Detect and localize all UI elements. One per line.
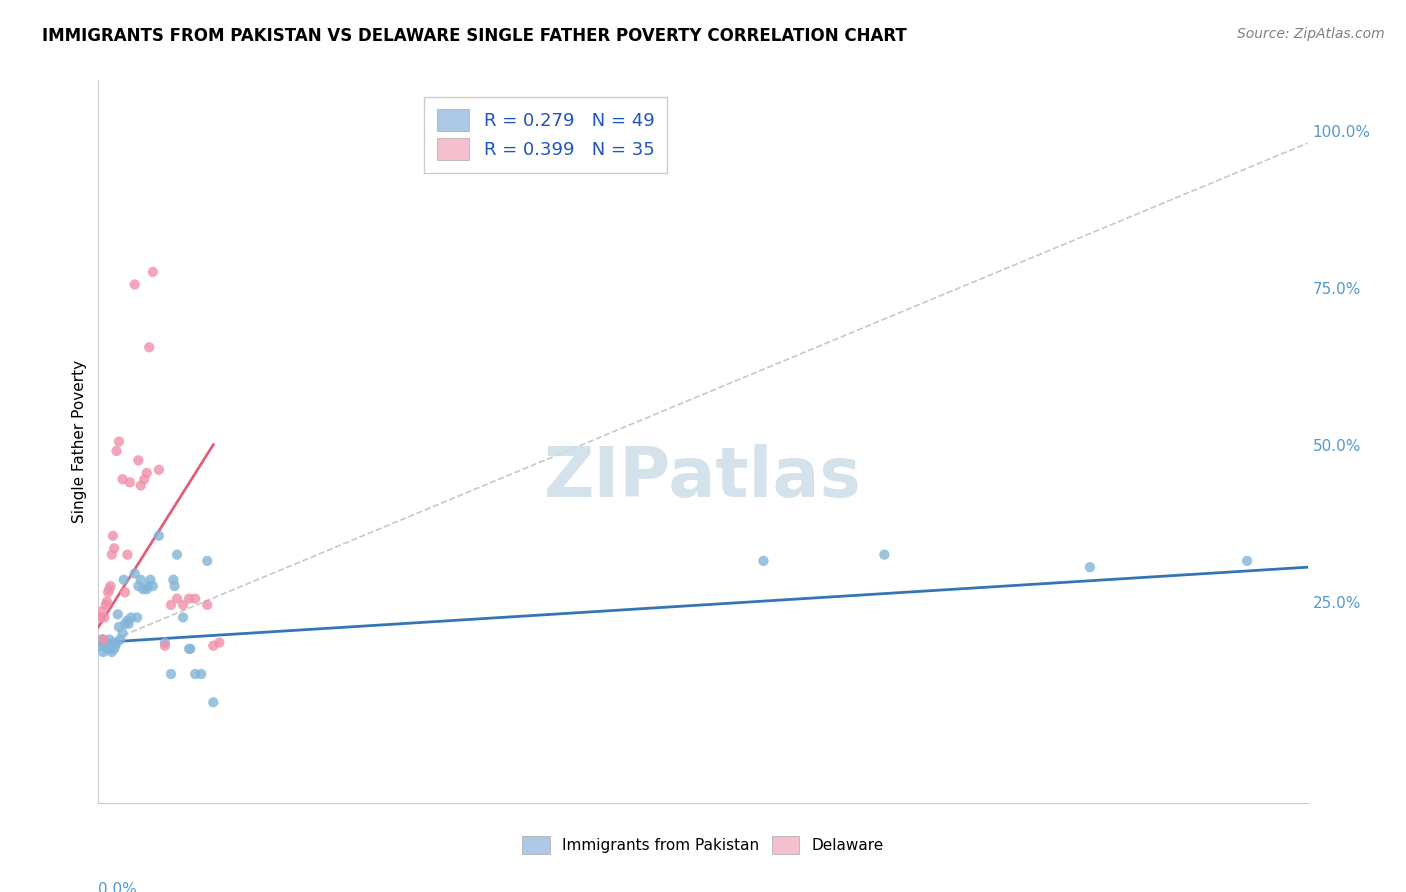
Point	[162, 573, 184, 587]
Text: ZIPatlas: ZIPatlas	[544, 444, 862, 511]
Point	[184, 667, 207, 681]
Point	[96, 641, 118, 656]
Point	[91, 632, 114, 647]
Point	[101, 529, 124, 543]
Point	[118, 616, 141, 631]
Text: Source: ZipAtlas.com: Source: ZipAtlas.com	[1237, 27, 1385, 41]
Point	[160, 667, 183, 681]
Point	[1078, 560, 1101, 574]
Point	[114, 585, 136, 599]
Point	[124, 277, 146, 292]
Point	[129, 478, 152, 492]
Point	[111, 472, 134, 486]
Text: IMMIGRANTS FROM PAKISTAN VS DELAWARE SINGLE FATHER POVERTY CORRELATION CHART: IMMIGRANTS FROM PAKISTAN VS DELAWARE SIN…	[42, 27, 907, 45]
Point	[127, 610, 149, 624]
Point	[112, 573, 135, 587]
Point	[105, 444, 128, 458]
Point	[136, 579, 159, 593]
Point	[153, 639, 176, 653]
Point	[179, 641, 201, 656]
Point	[172, 610, 194, 624]
Point	[94, 635, 117, 649]
Point	[96, 595, 118, 609]
Point	[104, 639, 127, 653]
Point	[117, 614, 139, 628]
Point	[94, 598, 117, 612]
Point	[114, 616, 136, 631]
Text: 0.0%: 0.0%	[98, 882, 138, 892]
Point	[100, 641, 122, 656]
Point	[124, 566, 146, 581]
Point	[120, 610, 142, 624]
Point	[111, 626, 134, 640]
Point	[93, 639, 115, 653]
Point	[90, 610, 112, 624]
Point	[179, 641, 201, 656]
Point	[91, 604, 114, 618]
Point	[129, 573, 152, 587]
Point	[179, 591, 201, 606]
Point	[148, 529, 170, 543]
Point	[98, 582, 121, 597]
Legend: R = 0.279   N = 49, R = 0.399   N = 35: R = 0.279 N = 49, R = 0.399 N = 35	[425, 96, 668, 173]
Point	[134, 472, 156, 486]
Point	[153, 635, 176, 649]
Point	[873, 548, 896, 562]
Point	[100, 645, 122, 659]
Point	[93, 610, 115, 624]
Point	[1236, 554, 1258, 568]
Y-axis label: Single Father Poverty: Single Father Poverty	[72, 360, 87, 523]
Point	[127, 579, 149, 593]
Point	[160, 598, 183, 612]
Point	[208, 635, 231, 649]
Point	[132, 582, 155, 597]
Point	[184, 591, 207, 606]
Point	[127, 453, 149, 467]
Point	[202, 695, 225, 709]
Point	[91, 632, 114, 647]
Point	[118, 475, 141, 490]
Point	[195, 598, 218, 612]
Point	[142, 265, 165, 279]
Point	[166, 591, 188, 606]
Point	[90, 639, 112, 653]
Legend: Immigrants from Pakistan, Delaware: Immigrants from Pakistan, Delaware	[515, 828, 891, 862]
Point	[138, 340, 160, 354]
Point	[195, 554, 218, 568]
Point	[100, 548, 122, 562]
Point	[148, 463, 170, 477]
Point	[117, 548, 139, 562]
Point	[163, 579, 186, 593]
Point	[142, 579, 165, 593]
Point	[108, 434, 131, 449]
Point	[101, 635, 124, 649]
Point	[97, 639, 120, 653]
Point	[105, 635, 128, 649]
Point	[103, 641, 125, 656]
Point	[97, 585, 120, 599]
Point	[139, 573, 162, 587]
Point	[100, 579, 122, 593]
Point	[108, 632, 131, 647]
Point	[135, 466, 157, 480]
Point	[103, 541, 125, 556]
Point	[108, 620, 131, 634]
Point	[166, 548, 188, 562]
Point	[107, 607, 129, 622]
Point	[98, 632, 121, 647]
Point	[172, 598, 194, 612]
Point	[91, 645, 114, 659]
Point	[135, 582, 157, 597]
Point	[752, 554, 775, 568]
Point	[202, 639, 225, 653]
Point	[190, 667, 212, 681]
